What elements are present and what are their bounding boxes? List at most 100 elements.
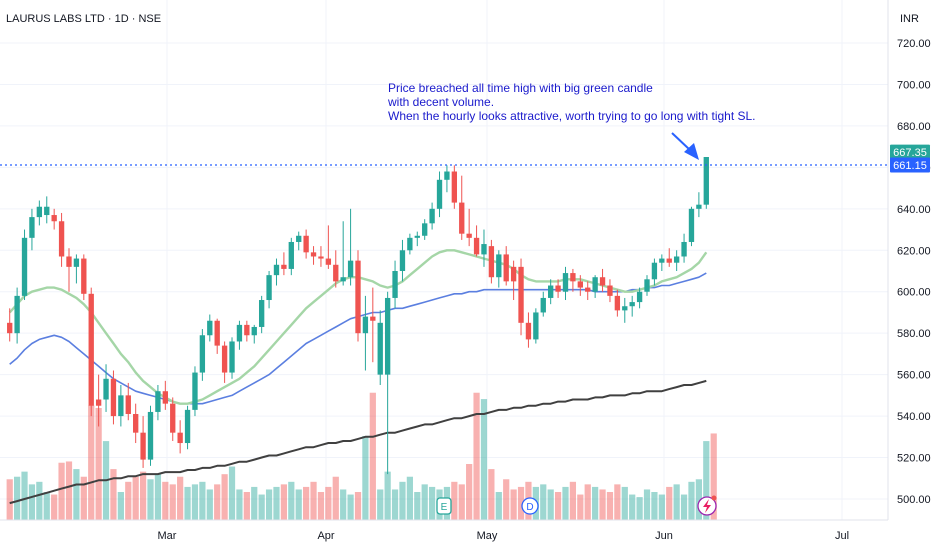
- candle[interactable]: [429, 202, 435, 230]
- candle[interactable]: [184, 405, 191, 450]
- candle[interactable]: [540, 291, 546, 317]
- candle[interactable]: [488, 239, 495, 284]
- candle[interactable]: [384, 291, 391, 475]
- candle[interactable]: [303, 229, 309, 259]
- candle[interactable]: [229, 337, 235, 379]
- candle[interactable]: [29, 208, 35, 251]
- candle[interactable]: [659, 254, 665, 271]
- candle[interactable]: [244, 320, 250, 342]
- candle[interactable]: [340, 221, 346, 286]
- earnings-marker[interactable]: E: [436, 497, 452, 515]
- candle[interactable]: [496, 250, 502, 288]
- candle[interactable]: [355, 250, 361, 342]
- candle[interactable]: [296, 231, 302, 251]
- candle[interactable]: [162, 380, 168, 410]
- candle[interactable]: [73, 254, 80, 284]
- candle[interactable]: [325, 225, 332, 269]
- candle[interactable]: [585, 281, 591, 301]
- candle[interactable]: [133, 403, 139, 444]
- candle[interactable]: [273, 258, 280, 286]
- candle[interactable]: [221, 341, 228, 383]
- candle[interactable]: [170, 397, 176, 441]
- candle[interactable]: [392, 260, 398, 309]
- candle[interactable]: [414, 231, 420, 247]
- candle[interactable]: [44, 196, 50, 224]
- candle[interactable]: [118, 385, 124, 427]
- candle[interactable]: [207, 314, 213, 342]
- candlesticks[interactable]: [7, 157, 709, 475]
- candle[interactable]: [266, 271, 272, 309]
- candle[interactable]: [548, 279, 554, 305]
- candle[interactable]: [436, 171, 443, 218]
- candle[interactable]: [333, 250, 339, 288]
- candle[interactable]: [570, 268, 576, 292]
- candle[interactable]: [21, 229, 28, 301]
- candle[interactable]: [703, 157, 709, 209]
- candle[interactable]: [473, 225, 480, 257]
- candle[interactable]: [66, 248, 72, 292]
- candle[interactable]: [7, 308, 13, 342]
- candle[interactable]: [533, 308, 539, 344]
- candle[interactable]: [644, 275, 650, 296]
- candle[interactable]: [577, 275, 583, 296]
- candle[interactable]: [407, 233, 413, 255]
- candle[interactable]: [258, 295, 265, 334]
- candle[interactable]: [214, 318, 220, 354]
- candle[interactable]: [288, 237, 294, 276]
- candle[interactable]: [651, 258, 658, 286]
- candle[interactable]: [399, 239, 406, 282]
- candle[interactable]: [481, 229, 487, 267]
- candle[interactable]: [81, 254, 87, 301]
- candle[interactable]: [370, 287, 376, 363]
- candle[interactable]: [310, 246, 317, 265]
- candle[interactable]: [147, 405, 154, 466]
- candle[interactable]: [696, 192, 702, 218]
- candle[interactable]: [251, 324, 257, 344]
- candle[interactable]: [192, 366, 198, 417]
- candle[interactable]: [681, 233, 687, 263]
- candle[interactable]: [377, 310, 383, 385]
- candle[interactable]: [125, 382, 131, 421]
- candle[interactable]: [518, 258, 524, 336]
- candle[interactable]: [510, 260, 517, 301]
- time-axis[interactable]: Mar Apr May Jun Jul: [0, 519, 888, 542]
- candle[interactable]: [525, 312, 532, 348]
- candle[interactable]: [444, 165, 450, 193]
- candle[interactable]: [562, 266, 569, 301]
- candle[interactable]: [422, 219, 428, 240]
- candle[interactable]: [103, 364, 109, 412]
- candle[interactable]: [503, 246, 509, 286]
- candle[interactable]: [673, 250, 680, 271]
- candle[interactable]: [110, 370, 117, 425]
- candle[interactable]: [629, 295, 635, 317]
- candle[interactable]: [459, 175, 465, 240]
- candle[interactable]: [466, 208, 472, 247]
- candle[interactable]: [51, 208, 57, 230]
- candle[interactable]: [622, 297, 628, 323]
- candle[interactable]: [58, 212, 65, 267]
- candle[interactable]: [88, 287, 94, 417]
- candle[interactable]: [177, 420, 183, 454]
- candle[interactable]: [451, 165, 458, 209]
- candle[interactable]: [688, 206, 695, 247]
- candle[interactable]: [614, 289, 621, 317]
- candle[interactable]: [592, 275, 598, 298]
- candle[interactable]: [36, 200, 43, 226]
- candle[interactable]: [236, 320, 243, 350]
- candle[interactable]: [362, 295, 369, 371]
- candle[interactable]: [607, 279, 613, 303]
- candle[interactable]: [95, 374, 102, 427]
- candle[interactable]: [199, 329, 206, 381]
- dividend-marker[interactable]: D: [521, 497, 539, 515]
- candle[interactable]: [281, 252, 287, 276]
- candle[interactable]: [14, 287, 20, 344]
- candle[interactable]: [155, 385, 161, 421]
- candle[interactable]: [636, 287, 643, 309]
- candle[interactable]: [347, 208, 354, 286]
- lightning-icon[interactable]: [697, 495, 717, 516]
- candle[interactable]: [140, 416, 146, 468]
- candle[interactable]: [666, 248, 672, 267]
- candle[interactable]: [555, 279, 561, 298]
- candle[interactable]: [318, 246, 324, 267]
